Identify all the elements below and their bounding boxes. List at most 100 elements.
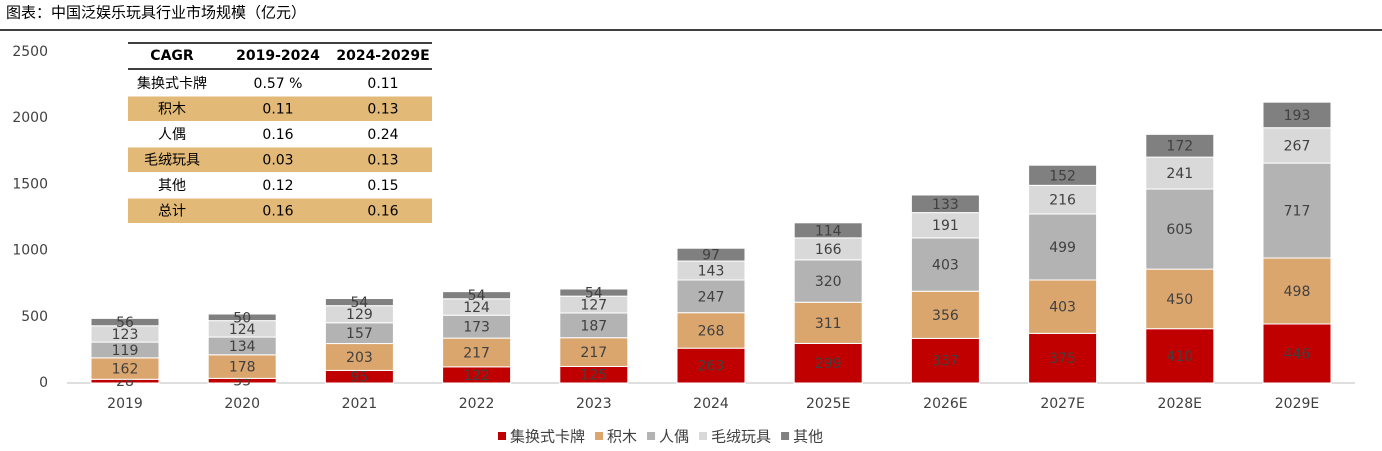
y-tick-label: 1500 xyxy=(12,176,48,192)
legend-swatch xyxy=(647,432,656,440)
value-label: 123 xyxy=(112,327,139,343)
bar-segment xyxy=(793,342,863,384)
value-label: 143 xyxy=(698,264,725,280)
x-tick-label: 2023 xyxy=(576,396,612,412)
x-tick-label: 2028E xyxy=(1158,396,1202,412)
value-label: 217 xyxy=(580,345,607,361)
value-label: 134 xyxy=(229,339,256,355)
value-label: 193 xyxy=(1284,108,1311,124)
table-cell: 0.13 xyxy=(367,152,398,168)
table-cell: 0.12 xyxy=(262,178,293,194)
bar-segment xyxy=(559,337,629,367)
table-cell: 0.03 xyxy=(262,152,293,168)
table-cell: 其他 xyxy=(158,178,186,194)
value-label: 173 xyxy=(463,320,490,336)
bar-segment xyxy=(1262,257,1332,325)
bar-segment xyxy=(793,222,863,239)
value-label: 54 xyxy=(585,286,603,302)
legend-swatch xyxy=(498,432,506,440)
x-tick-label: 2029E xyxy=(1275,396,1319,412)
x-tick-label: 2019 xyxy=(107,396,143,412)
value-label: 241 xyxy=(1166,166,1193,182)
value-label: 114 xyxy=(815,223,842,239)
table-header: CAGR xyxy=(150,48,194,64)
value-label: 124 xyxy=(463,300,490,316)
value-label: 54 xyxy=(350,295,368,311)
bar-segment xyxy=(793,301,863,344)
value-label: 127 xyxy=(580,298,607,314)
value-label: 299 xyxy=(815,356,842,372)
legend-label: 集换式卡牌 xyxy=(510,428,585,446)
value-label: 187 xyxy=(580,318,607,334)
table-cell: 毛绒玩具 xyxy=(144,152,200,168)
table-header: 2019-2024 xyxy=(236,48,320,64)
value-label: 498 xyxy=(1284,284,1311,300)
value-label: 203 xyxy=(346,350,373,366)
legend-label: 人偶 xyxy=(659,428,689,446)
x-tick-label: 2027E xyxy=(1040,396,1084,412)
x-tick-label: 2022 xyxy=(459,396,495,412)
bar-segment xyxy=(1028,164,1098,186)
value-label: 133 xyxy=(932,197,959,213)
table-cell: 0.16 xyxy=(262,203,293,219)
value-label: 157 xyxy=(346,326,373,342)
y-tick-label: 0 xyxy=(39,375,48,391)
value-label: 56 xyxy=(116,315,134,331)
value-label: 320 xyxy=(815,274,842,290)
legend-label: 其他 xyxy=(793,428,823,446)
legend-label: 积木 xyxy=(607,428,637,446)
bar-segment xyxy=(910,237,980,292)
value-label: 267 xyxy=(1284,138,1311,154)
value-label: 403 xyxy=(932,258,959,274)
table-cell: 人偶 xyxy=(158,127,186,143)
bar-segment xyxy=(1262,127,1332,164)
value-label: 337 xyxy=(932,354,959,370)
table-cell: 0.24 xyxy=(367,127,398,143)
table-header: 2024-2029E xyxy=(336,48,429,64)
value-label: 95 xyxy=(350,370,368,386)
value-label: 403 xyxy=(1049,300,1076,316)
value-label: 375 xyxy=(1049,351,1076,367)
legend-swatch xyxy=(781,432,790,440)
table-cell: 0.13 xyxy=(367,101,398,117)
bar-segment xyxy=(676,347,746,384)
legend-swatch xyxy=(595,432,604,440)
table-cell: 集换式卡牌 xyxy=(137,75,207,92)
y-tick-label: 2000 xyxy=(12,110,48,126)
bar-segment xyxy=(910,194,980,214)
bar-segment xyxy=(1028,332,1098,384)
table-cell: 0.57 % xyxy=(254,76,303,92)
bar-segment xyxy=(910,290,980,339)
value-label: 162 xyxy=(112,362,139,378)
value-label: 410 xyxy=(1166,349,1193,365)
value-label: 247 xyxy=(698,289,725,305)
bar-segment xyxy=(910,212,980,239)
value-label: 124 xyxy=(229,322,256,338)
value-label: 50 xyxy=(233,310,251,326)
x-tick-label: 2025E xyxy=(806,396,850,412)
bar-segment xyxy=(676,312,746,349)
value-label: 605 xyxy=(1166,222,1193,238)
bar-segment xyxy=(793,259,863,303)
value-label: 166 xyxy=(815,242,842,258)
legend-swatch xyxy=(699,432,708,440)
table-cell: 总计 xyxy=(158,203,186,219)
table-row-band xyxy=(128,96,432,121)
value-label: 152 xyxy=(1049,168,1076,184)
table-cell: 0.15 xyxy=(367,178,398,194)
table-cell: 积木 xyxy=(158,101,186,117)
bar-segment xyxy=(910,337,980,384)
y-tick-label: 500 xyxy=(21,309,48,325)
table-cell: 0.16 xyxy=(367,203,398,219)
table-cell: 0.11 xyxy=(262,101,293,117)
value-label: 191 xyxy=(932,218,959,234)
value-label: 125 xyxy=(580,368,607,384)
value-label: 178 xyxy=(229,360,256,376)
table-row-band xyxy=(128,147,432,172)
bar-segment xyxy=(207,313,277,322)
bar-segment xyxy=(90,317,160,327)
bar-segment xyxy=(442,337,512,368)
value-label: 54 xyxy=(468,288,486,304)
bar-segment xyxy=(676,247,746,262)
